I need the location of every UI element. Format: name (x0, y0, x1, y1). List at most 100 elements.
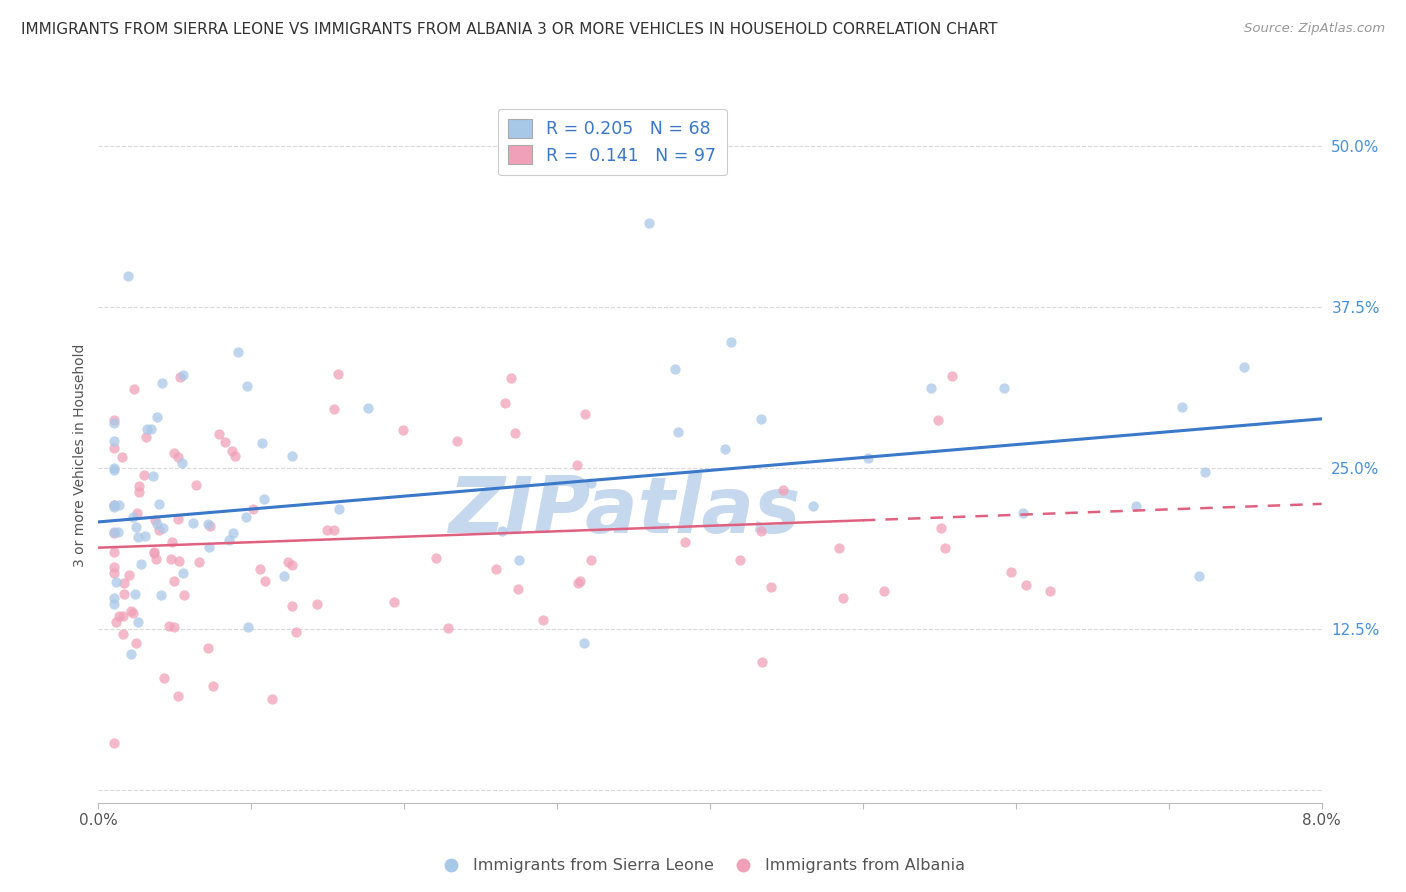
Point (121, 509, 143, 524)
Point (183, 516, 205, 530)
Point (714, 442, 737, 456)
Text: ZIPatlas: ZIPatlas (449, 473, 800, 549)
Point (127, 530, 149, 544)
Point (125, 506, 148, 520)
Point (1000, 566, 1022, 580)
Point (121, 606, 143, 620)
Point (305, 597, 328, 611)
Point (567, 576, 589, 591)
Point (827, 541, 849, 556)
Point (253, 491, 276, 506)
Point (328, 501, 350, 516)
Point (152, 671, 174, 685)
Point (118, 568, 141, 582)
Point (224, 449, 246, 463)
Point (163, 446, 186, 460)
Point (929, 521, 952, 535)
Point (281, 558, 304, 572)
Point (236, 379, 259, 393)
Point (436, 621, 458, 635)
Point (143, 546, 166, 560)
Point (198, 541, 221, 555)
Point (148, 497, 170, 511)
Point (103, 498, 125, 512)
Point (103, 499, 125, 513)
Point (506, 582, 529, 597)
Point (172, 566, 194, 580)
Point (1188, 568, 1211, 582)
Point (228, 344, 250, 359)
Point (167, 512, 190, 526)
Point (273, 569, 295, 583)
Point (751, 656, 773, 670)
Point (277, 555, 299, 569)
Point (772, 483, 794, 497)
Point (103, 500, 125, 514)
Point (128, 478, 150, 492)
Point (188, 555, 211, 569)
Point (103, 545, 125, 559)
Point (494, 396, 516, 410)
Point (148, 523, 170, 537)
Point (103, 434, 125, 448)
Point (637, 216, 661, 230)
Point (125, 635, 148, 649)
Point (208, 427, 231, 442)
Point (235, 510, 257, 524)
Point (485, 562, 508, 576)
Point (150, 588, 173, 602)
Point (135, 430, 157, 444)
Point (531, 614, 554, 628)
Point (221, 444, 243, 458)
Point (143, 513, 166, 527)
Point (801, 499, 824, 513)
Point (160, 535, 183, 549)
Point (111, 608, 134, 623)
Point (134, 529, 156, 543)
Point (446, 434, 468, 449)
Point (831, 591, 853, 605)
Point (117, 268, 139, 283)
Point (356, 401, 378, 416)
Point (281, 599, 304, 614)
Point (108, 608, 131, 623)
Point (326, 368, 349, 382)
Point (197, 641, 219, 656)
Point (392, 423, 415, 437)
Point (572, 636, 595, 650)
Point (163, 574, 186, 589)
Point (127, 615, 149, 630)
Point (501, 370, 523, 384)
Y-axis label: 3 or more Vehicles in Household: 3 or more Vehicles in Household (73, 343, 87, 566)
Point (673, 535, 696, 549)
Point (103, 591, 125, 606)
Point (262, 692, 284, 706)
Point (941, 368, 963, 383)
Point (749, 412, 772, 426)
Point (152, 521, 174, 535)
Point (142, 545, 165, 559)
Point (103, 524, 125, 539)
Point (316, 523, 339, 537)
Point (103, 413, 125, 427)
Point (132, 467, 155, 482)
Point (103, 461, 125, 475)
Point (103, 463, 125, 477)
Point (491, 524, 513, 539)
Point (920, 381, 942, 395)
Point (759, 580, 782, 594)
Point (105, 615, 128, 629)
Point (569, 574, 592, 589)
Point (170, 456, 193, 470)
Point (242, 502, 264, 516)
Point (184, 478, 207, 492)
Point (145, 552, 167, 566)
Point (323, 401, 346, 416)
Text: Source: ZipAtlas.com: Source: ZipAtlas.com (1244, 22, 1385, 36)
Point (508, 553, 530, 567)
Point (927, 413, 949, 427)
Point (720, 335, 742, 350)
Point (749, 524, 772, 538)
Point (103, 526, 125, 541)
Point (172, 368, 194, 382)
